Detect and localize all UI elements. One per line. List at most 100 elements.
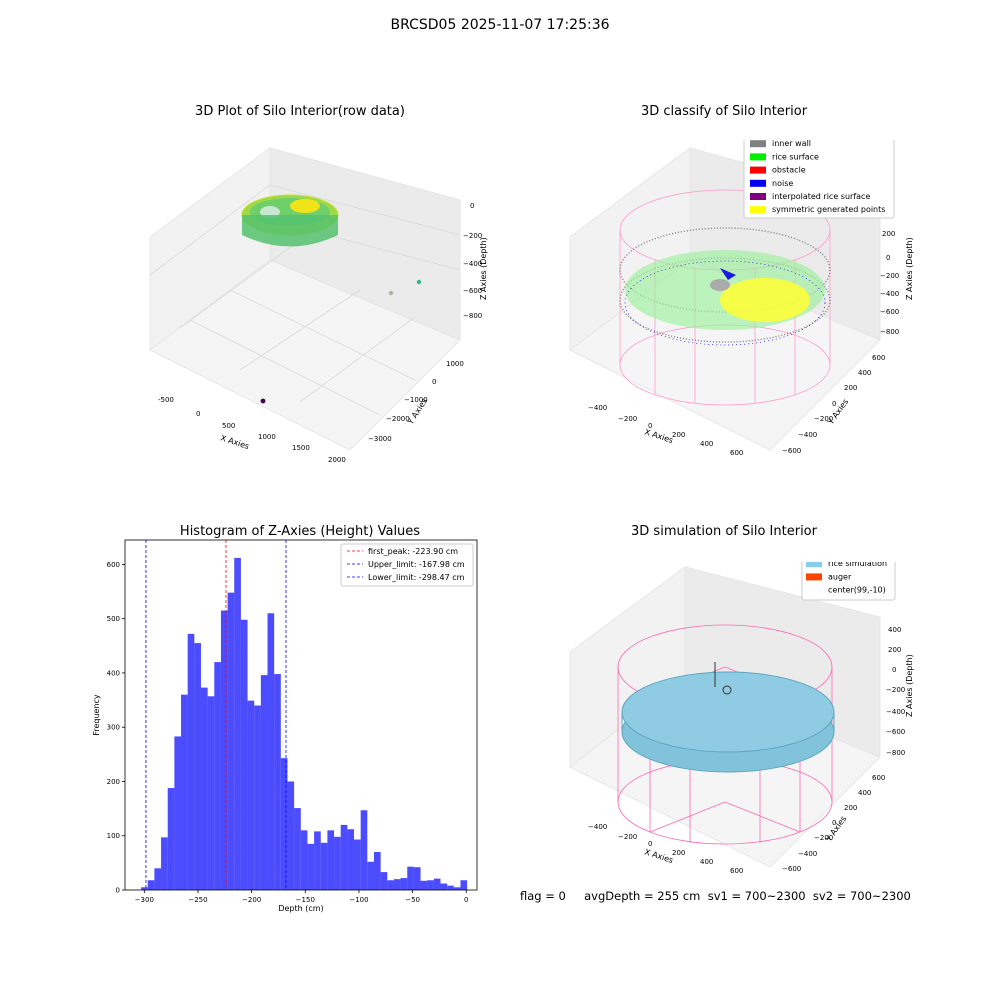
sim-xtick: −200: [618, 833, 637, 841]
sim-legend-swatch: [806, 586, 822, 594]
sim-xtick: 600: [730, 867, 743, 875]
sim-ytick: 600: [872, 774, 885, 782]
classify-legend-label: rice surface: [772, 152, 819, 161]
histogram-xtick-label: −50: [405, 896, 420, 904]
histogram-bar: [327, 830, 335, 890]
classify-xlabel: X Axies: [643, 427, 674, 445]
histogram-bar: [294, 808, 301, 890]
histogram-xtick-label: −250: [188, 896, 207, 904]
histogram-xtick-label: −100: [349, 896, 368, 904]
histogram-legend-label: first_peak: -223.90 cm: [368, 547, 458, 556]
histogram-bar: [181, 694, 188, 890]
sim-legend-label: center(99,-10): [828, 586, 886, 595]
histogram-ytick-label: 0: [116, 887, 120, 895]
histogram-bar: [274, 674, 281, 890]
histogram-bar: [161, 837, 168, 890]
sim-ytick: 400: [858, 789, 871, 797]
classify-ytick: 600: [872, 354, 885, 362]
raw-outlier-point: [260, 398, 266, 404]
sim-ytick: −400: [798, 850, 817, 858]
histogram-bar: [260, 675, 268, 890]
histogram-xtick-label: −150: [296, 896, 315, 904]
histogram-ytick-label: 100: [107, 832, 120, 840]
sim-ytick: 200: [844, 804, 857, 812]
histogram-bar: [334, 836, 341, 890]
classify-3d-plot: −400 −200 0 200 400 600 600 400 200 0 −2…: [569, 140, 914, 457]
histogram-ytick-label: 600: [107, 561, 120, 569]
classify-legend-label: symmetric generated points: [772, 205, 885, 214]
classify-legend-swatch: [750, 166, 766, 174]
sim-ytick: 0: [832, 819, 836, 827]
histogram-ytick-label: 300: [107, 724, 120, 732]
classify-noise: [720, 268, 736, 280]
histogram-bar: [227, 592, 235, 890]
raw-outlier-point: [416, 279, 422, 285]
raw-xtick: 1500: [292, 444, 310, 452]
classify-legend-label: interpolated rice surface: [772, 192, 870, 201]
histogram-bar: [200, 687, 208, 890]
histogram-bar: [460, 880, 468, 890]
sim-ztick: 400: [888, 626, 901, 634]
classify-xtick: 200: [672, 431, 685, 439]
sim-ztick: 0: [892, 666, 896, 674]
classify-ztick: −200: [880, 272, 899, 280]
histogram-ytick-label: 200: [107, 778, 120, 786]
sim-legend-swatch: [806, 562, 822, 568]
sim-ytick: −600: [782, 865, 801, 873]
histogram-bar: [400, 878, 408, 890]
histogram-xtick-label: 0: [464, 896, 468, 904]
sim-zlabel: Z Axies (Depth): [905, 654, 914, 717]
histogram-ylabel: Frequency: [92, 694, 101, 736]
classify-ztick: 200: [882, 230, 895, 238]
histogram-axes-frame: [124, 539, 478, 891]
histogram-bar: [234, 557, 241, 890]
sim-rice-surface-top: [621, 671, 835, 753]
histogram-bar: [367, 861, 374, 890]
histogram-bar: [194, 643, 201, 890]
histogram-bar: [300, 830, 308, 890]
raw-xtick: 2000: [328, 456, 346, 464]
sim-xlabel: X Axies: [643, 847, 674, 865]
classify-legend-swatch: [750, 153, 766, 161]
histogram-bar: [214, 662, 221, 890]
classify-legend-swatch: [750, 206, 766, 214]
sim-xtick: −400: [588, 823, 607, 831]
raw-ztick: 0: [470, 202, 474, 210]
histogram-bar: [447, 885, 454, 890]
classify-xtick: 0: [648, 422, 652, 430]
histogram-bar: [347, 829, 355, 890]
classify-xtick: −400: [588, 404, 607, 412]
raw-ztick: −800: [463, 312, 482, 320]
histogram-bar: [314, 831, 321, 890]
classify-xtick: 400: [700, 440, 713, 448]
classify-ylabel: Y Axies: [826, 397, 851, 427]
histogram-bar: [427, 880, 434, 890]
histogram-bar: [407, 866, 414, 890]
raw-ytick: 1000: [446, 360, 464, 368]
histogram-chart: −300 −250 −200 −150 −100 −50 0 0 100 200 300 400 50…: [92, 539, 478, 913]
histogram-xtick-label: −200: [242, 896, 261, 904]
raw-ztick: −200: [463, 232, 482, 240]
histogram-bar: [340, 824, 348, 890]
sim-xtick: 200: [672, 849, 685, 857]
histogram-bar: [187, 633, 195, 890]
histogram-bar: [387, 880, 394, 890]
sim-ztick: 200: [888, 646, 901, 654]
raw-ytick: −2000: [386, 415, 410, 423]
histogram-bar: [413, 867, 421, 890]
classify-legend-label: obstacle: [772, 166, 806, 175]
raw-ytick: 0: [432, 378, 436, 386]
classify-ytick: 200: [844, 384, 857, 392]
histogram-bar: [354, 839, 361, 890]
histogram-bar: [420, 880, 428, 890]
histogram-legend: first_peak: -223.90 cm Upper_limit: -167.…: [340, 543, 474, 587]
histogram-bar: [380, 872, 388, 890]
sim-xtick: 0: [648, 840, 652, 848]
sim-ztick: −600: [886, 728, 905, 736]
raw-ztick: −400: [463, 260, 482, 268]
histogram-legend-label: Lower_limit: -298.47 cm: [368, 573, 465, 582]
histogram-bar: [167, 787, 175, 890]
raw-ytick: −1000: [404, 396, 428, 404]
classify-ytick: −600: [782, 447, 801, 455]
